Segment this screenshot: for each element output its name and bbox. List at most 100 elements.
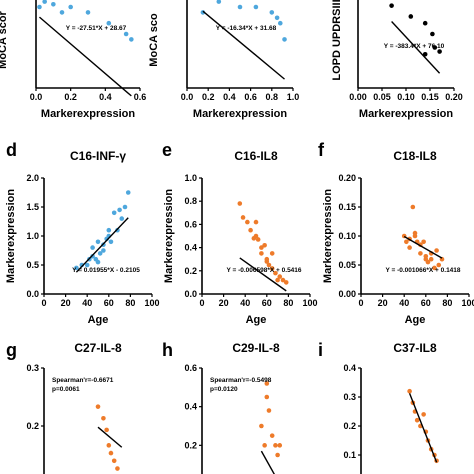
y-axis-label-e: Markerexpression <box>163 189 175 283</box>
data-point <box>404 239 409 245</box>
fit-equation-c: Y = -383.4*X + 76.10 <box>384 43 445 50</box>
x-tick-label-f: 100 <box>461 298 474 308</box>
panel-c: 0.00 0.05 0.10 0.15 0.20 Y = -383.4*X + 76.10… <box>331 0 463 120</box>
data-point <box>274 15 280 21</box>
data-point <box>282 37 287 42</box>
x-tick-label-b: 1.0 <box>287 92 300 102</box>
data-point <box>125 190 131 195</box>
y-tick-label-i: 0.3 <box>343 392 356 402</box>
x-tick-label-e: 80 <box>283 298 293 308</box>
data-point <box>269 266 275 271</box>
points-f <box>401 204 445 271</box>
data-point <box>428 256 434 262</box>
data-point <box>269 433 275 438</box>
y-tick-label-e: 1.0 <box>184 173 197 183</box>
panel-label-g: g <box>6 340 17 360</box>
data-point <box>95 259 101 265</box>
x-tick-label-e: 100 <box>302 298 317 308</box>
panel-label-d: d <box>6 140 17 160</box>
panel-label-h: h <box>162 340 173 360</box>
x-tick-label-e: 0 <box>199 298 204 308</box>
fit-line-e <box>239 257 287 292</box>
x-tick-label-f: 40 <box>399 298 409 308</box>
data-point <box>111 210 117 216</box>
fit-line-b <box>202 10 285 80</box>
fit-equation-f: Y = -0.001066*X + 0.1418 <box>385 267 460 274</box>
data-point <box>275 452 280 458</box>
data-point <box>90 245 95 250</box>
data-point <box>240 215 246 220</box>
x-tick-label-b: 0.0 <box>181 92 194 102</box>
fit-equation-e: Y = -0.006598*X + 0.5416 <box>226 267 301 274</box>
x-tick-label-a: 0.6 <box>134 92 147 102</box>
data-point <box>108 239 114 245</box>
data-point <box>104 427 109 433</box>
data-point <box>101 248 106 253</box>
x-tick-label-c: 0.10 <box>397 92 415 102</box>
fit-line-h <box>260 450 275 474</box>
panel-g: 0.2 0.3 Spearman'r=-0.6671 p=0.0061 C27-IL-8… <box>6 340 123 474</box>
data-point <box>266 408 272 413</box>
data-point <box>407 245 412 250</box>
y-axis-label-b: MoCA sco <box>148 13 160 67</box>
x-tick-label-e: 60 <box>262 298 272 308</box>
y-tick-label-f: 0.00 <box>338 289 356 299</box>
stat-text-h: Spearman'r=-0.5498 <box>210 377 272 384</box>
data-point <box>412 233 418 239</box>
data-point <box>407 388 412 394</box>
y-tick-label-e: 0.4 <box>184 243 197 253</box>
data-point <box>84 262 90 268</box>
x-axis-label-d: Age <box>88 314 109 326</box>
data-point <box>106 20 112 26</box>
points-e <box>237 201 289 285</box>
y-tick-label-h: 0.4 <box>184 402 197 412</box>
y-tick-label-f: 0.10 <box>338 231 356 241</box>
y-axis-label-a: MoCA scor <box>0 10 9 68</box>
data-point <box>59 10 65 15</box>
x-tick-label-c: 0.00 <box>349 92 367 102</box>
data-point <box>262 242 267 248</box>
fit-line-a <box>39 16 132 97</box>
y-tick-label-f: 0.20 <box>338 173 356 183</box>
data-point <box>425 259 431 265</box>
x-axis-label-c: Markerexpression <box>359 108 453 120</box>
x-tick-label-a: 0.0 <box>30 92 43 102</box>
data-point <box>245 219 250 225</box>
y-tick-label-d: 0.0 <box>26 289 39 299</box>
x-tick-label-b: 0.4 <box>223 92 236 102</box>
panel-label-e: e <box>162 140 172 160</box>
data-point <box>255 237 261 242</box>
data-point <box>422 20 428 26</box>
x-tick-label-a: 0.4 <box>99 92 112 102</box>
data-point <box>51 1 56 7</box>
x-tick-label-d: 100 <box>144 298 159 308</box>
data-point <box>253 233 259 239</box>
data-point <box>123 31 129 37</box>
y-tick-label-h: 0.2 <box>184 440 197 450</box>
fit-line-f <box>403 235 443 259</box>
y-tick-label-i: 0.1 <box>343 450 356 460</box>
panel-title-i: C37-IL8 <box>393 341 437 355</box>
data-point <box>42 0 47 4</box>
panel-f: 0 20 40 60 80 100 0.00 0.05 0.10 0.15 0.20 Y = -0.0… <box>318 140 474 326</box>
y-axis-label-c: LOPD UPDRSIII <box>331 0 343 81</box>
data-point <box>273 270 278 276</box>
x-tick-label-d: 80 <box>125 298 135 308</box>
y-tick-label-i: 0.2 <box>343 421 356 431</box>
data-point <box>216 0 222 4</box>
x-tick-label-d: 60 <box>104 298 114 308</box>
data-point <box>237 4 243 10</box>
y-tick-label-d: 1.5 <box>26 202 39 212</box>
data-point <box>283 280 289 285</box>
x-tick-label-a: 0.2 <box>64 92 77 102</box>
data-point <box>122 204 128 210</box>
data-point <box>129 37 134 42</box>
data-point <box>434 248 439 253</box>
x-tick-label-f: 60 <box>421 298 431 308</box>
data-point <box>117 207 122 213</box>
data-point <box>277 443 283 448</box>
y-tick-label-h: 0.6 <box>184 363 197 373</box>
y-axis-label-f: Markerexpression <box>322 189 334 283</box>
y-tick-label-e: 0.2 <box>184 266 197 276</box>
data-point <box>266 262 272 268</box>
